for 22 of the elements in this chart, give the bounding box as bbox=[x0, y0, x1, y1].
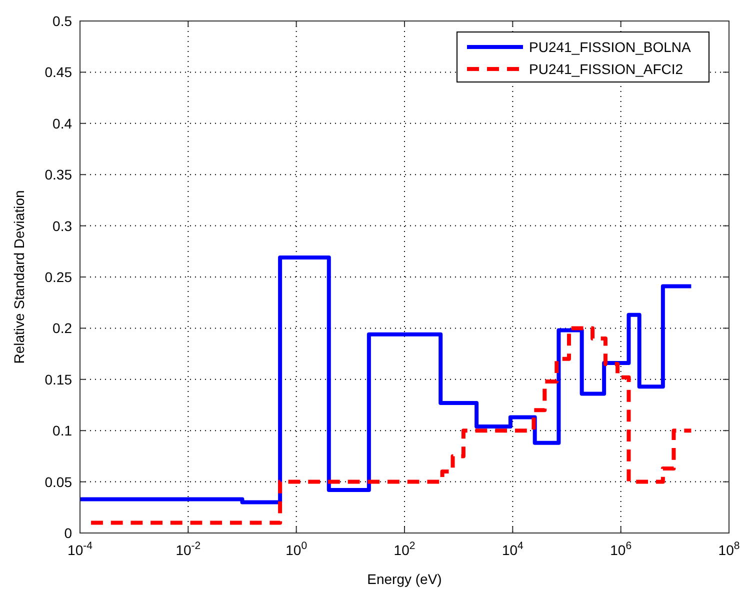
y-tick-label: 0.15 bbox=[44, 371, 72, 388]
y-tick-label: 0.25 bbox=[44, 269, 72, 285]
legend-label: PU241_FISSION_AFCI2 bbox=[529, 61, 684, 77]
x-axis-title: Energy (eV) bbox=[367, 571, 442, 587]
x-tick-label: 10$^{-4}$ bbox=[68, 540, 93, 558]
x-tick-label: 10$^{4}$ bbox=[502, 540, 524, 558]
y-tick-label: 0.45 bbox=[44, 64, 72, 80]
legend-label: PU241_FISSION_BOLNA bbox=[529, 39, 692, 55]
x-tick-label: 10$^{6}$ bbox=[610, 540, 632, 558]
y-tick-label: 0.4 bbox=[52, 115, 72, 132]
y-tick-label: 0.5 bbox=[52, 13, 72, 29]
y-tick-label: 0.1 bbox=[52, 422, 72, 439]
x-tick-label: 10$^{2}$ bbox=[394, 540, 416, 558]
y-tick-label: 0.3 bbox=[52, 218, 72, 234]
y-tick-label: 0.2 bbox=[52, 320, 72, 336]
x-tick-label: 10$^{-2}$ bbox=[176, 540, 201, 558]
x-tick-label: 10$^{0}$ bbox=[286, 540, 308, 558]
y-tick-label: 0 bbox=[64, 525, 72, 541]
y-tick-label: 0.05 bbox=[44, 474, 72, 490]
y-axis-title: Relative Standard Deviation bbox=[11, 190, 27, 364]
x-tick-label: 10$^{8}$ bbox=[718, 540, 740, 558]
y-tick-label: 0.35 bbox=[44, 166, 72, 183]
